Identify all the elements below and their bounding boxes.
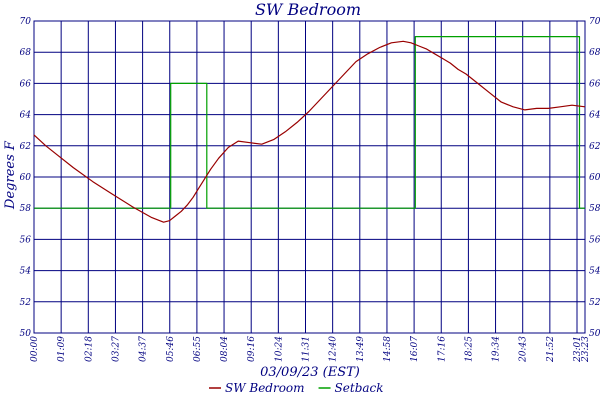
x-tick-label: 19:34: [492, 336, 502, 362]
series-line-sw-bedroom: [33, 40, 586, 223]
x-tick-label: 05:46: [166, 336, 176, 362]
x-tick-label: 11:31: [302, 336, 312, 362]
y-tick-label-left: 70: [20, 17, 32, 27]
y-tick-label-right: 66: [589, 79, 600, 89]
x-tick-label: 01:09: [57, 336, 67, 362]
x-tick-label: 10:24: [274, 336, 284, 362]
y-tick-label-left: 68: [20, 48, 32, 58]
x-tick-label: 12:40: [329, 336, 339, 362]
y-tick-label-left: 66: [20, 79, 32, 89]
x-tick-label: 21:52: [546, 336, 556, 363]
series-line-setback: [34, 35, 585, 209]
y-tick-label-right: 56: [589, 235, 600, 245]
y-tick-label-right: 70: [589, 17, 600, 27]
x-tick-label: 04:37: [139, 336, 149, 362]
y-tick-label-left: 52: [20, 298, 32, 308]
x-tick-label: 00:00: [30, 336, 40, 362]
x-tick-label: 20:43: [519, 336, 529, 363]
y-tick-label-right: 54: [589, 267, 600, 277]
x-tick-label: 16:07: [410, 336, 420, 362]
y-tick-label-left: 58: [20, 204, 32, 214]
x-axis-label: 03/09/23 (EST): [260, 365, 360, 380]
y-tick-label-left: 62: [20, 142, 32, 152]
legend-label: Setback: [335, 381, 384, 395]
x-tick-label: 02:18: [84, 336, 94, 362]
y-tick-label-right: 64: [589, 111, 600, 121]
y-tick-label-right: 50: [589, 329, 600, 339]
y-tick-label-left: 60: [20, 173, 32, 183]
chart-title: SW Bedroom: [255, 0, 361, 19]
x-tick-label: 13:49: [356, 336, 366, 362]
legend: SW Bedroom Setback: [209, 381, 384, 395]
y-tick-label-right: 58: [589, 204, 600, 214]
y-tick-label-right: 68: [589, 48, 600, 58]
x-tick-label: 17:16: [437, 336, 447, 362]
x-tick-label: 08:04: [220, 336, 230, 362]
x-tick-label: 23:01: [573, 336, 583, 363]
y-tick-label-right: 62: [589, 142, 600, 152]
x-tick-label: 23:23: [581, 336, 591, 363]
y-tick-label-left: 64: [20, 111, 32, 121]
x-tick-label: 03:27: [111, 336, 121, 362]
grid: [33, 20, 586, 334]
y-tick-label-left: 56: [20, 235, 32, 245]
y-tick-label-right: 60: [589, 173, 600, 183]
y-tick-label-left: 54: [20, 267, 32, 277]
y-tick-label-left: 50: [20, 329, 32, 339]
x-tick-label: 14:58: [383, 336, 393, 362]
y-tick-label-right: 52: [589, 298, 600, 308]
y-axis-label: Degrees F: [3, 140, 18, 210]
x-tick-label: 18:25: [464, 336, 474, 362]
legend-label: SW Bedroom: [225, 381, 305, 395]
x-tick-label: 09:16: [247, 336, 257, 362]
tick-labels: 50 50 52 52 54 54 56 56 58 58 60 60 62 62 64 64 66 66 68 68…: [20, 17, 600, 363]
x-tick-label: 06:55: [193, 336, 203, 362]
series-layer: [33, 35, 586, 223]
